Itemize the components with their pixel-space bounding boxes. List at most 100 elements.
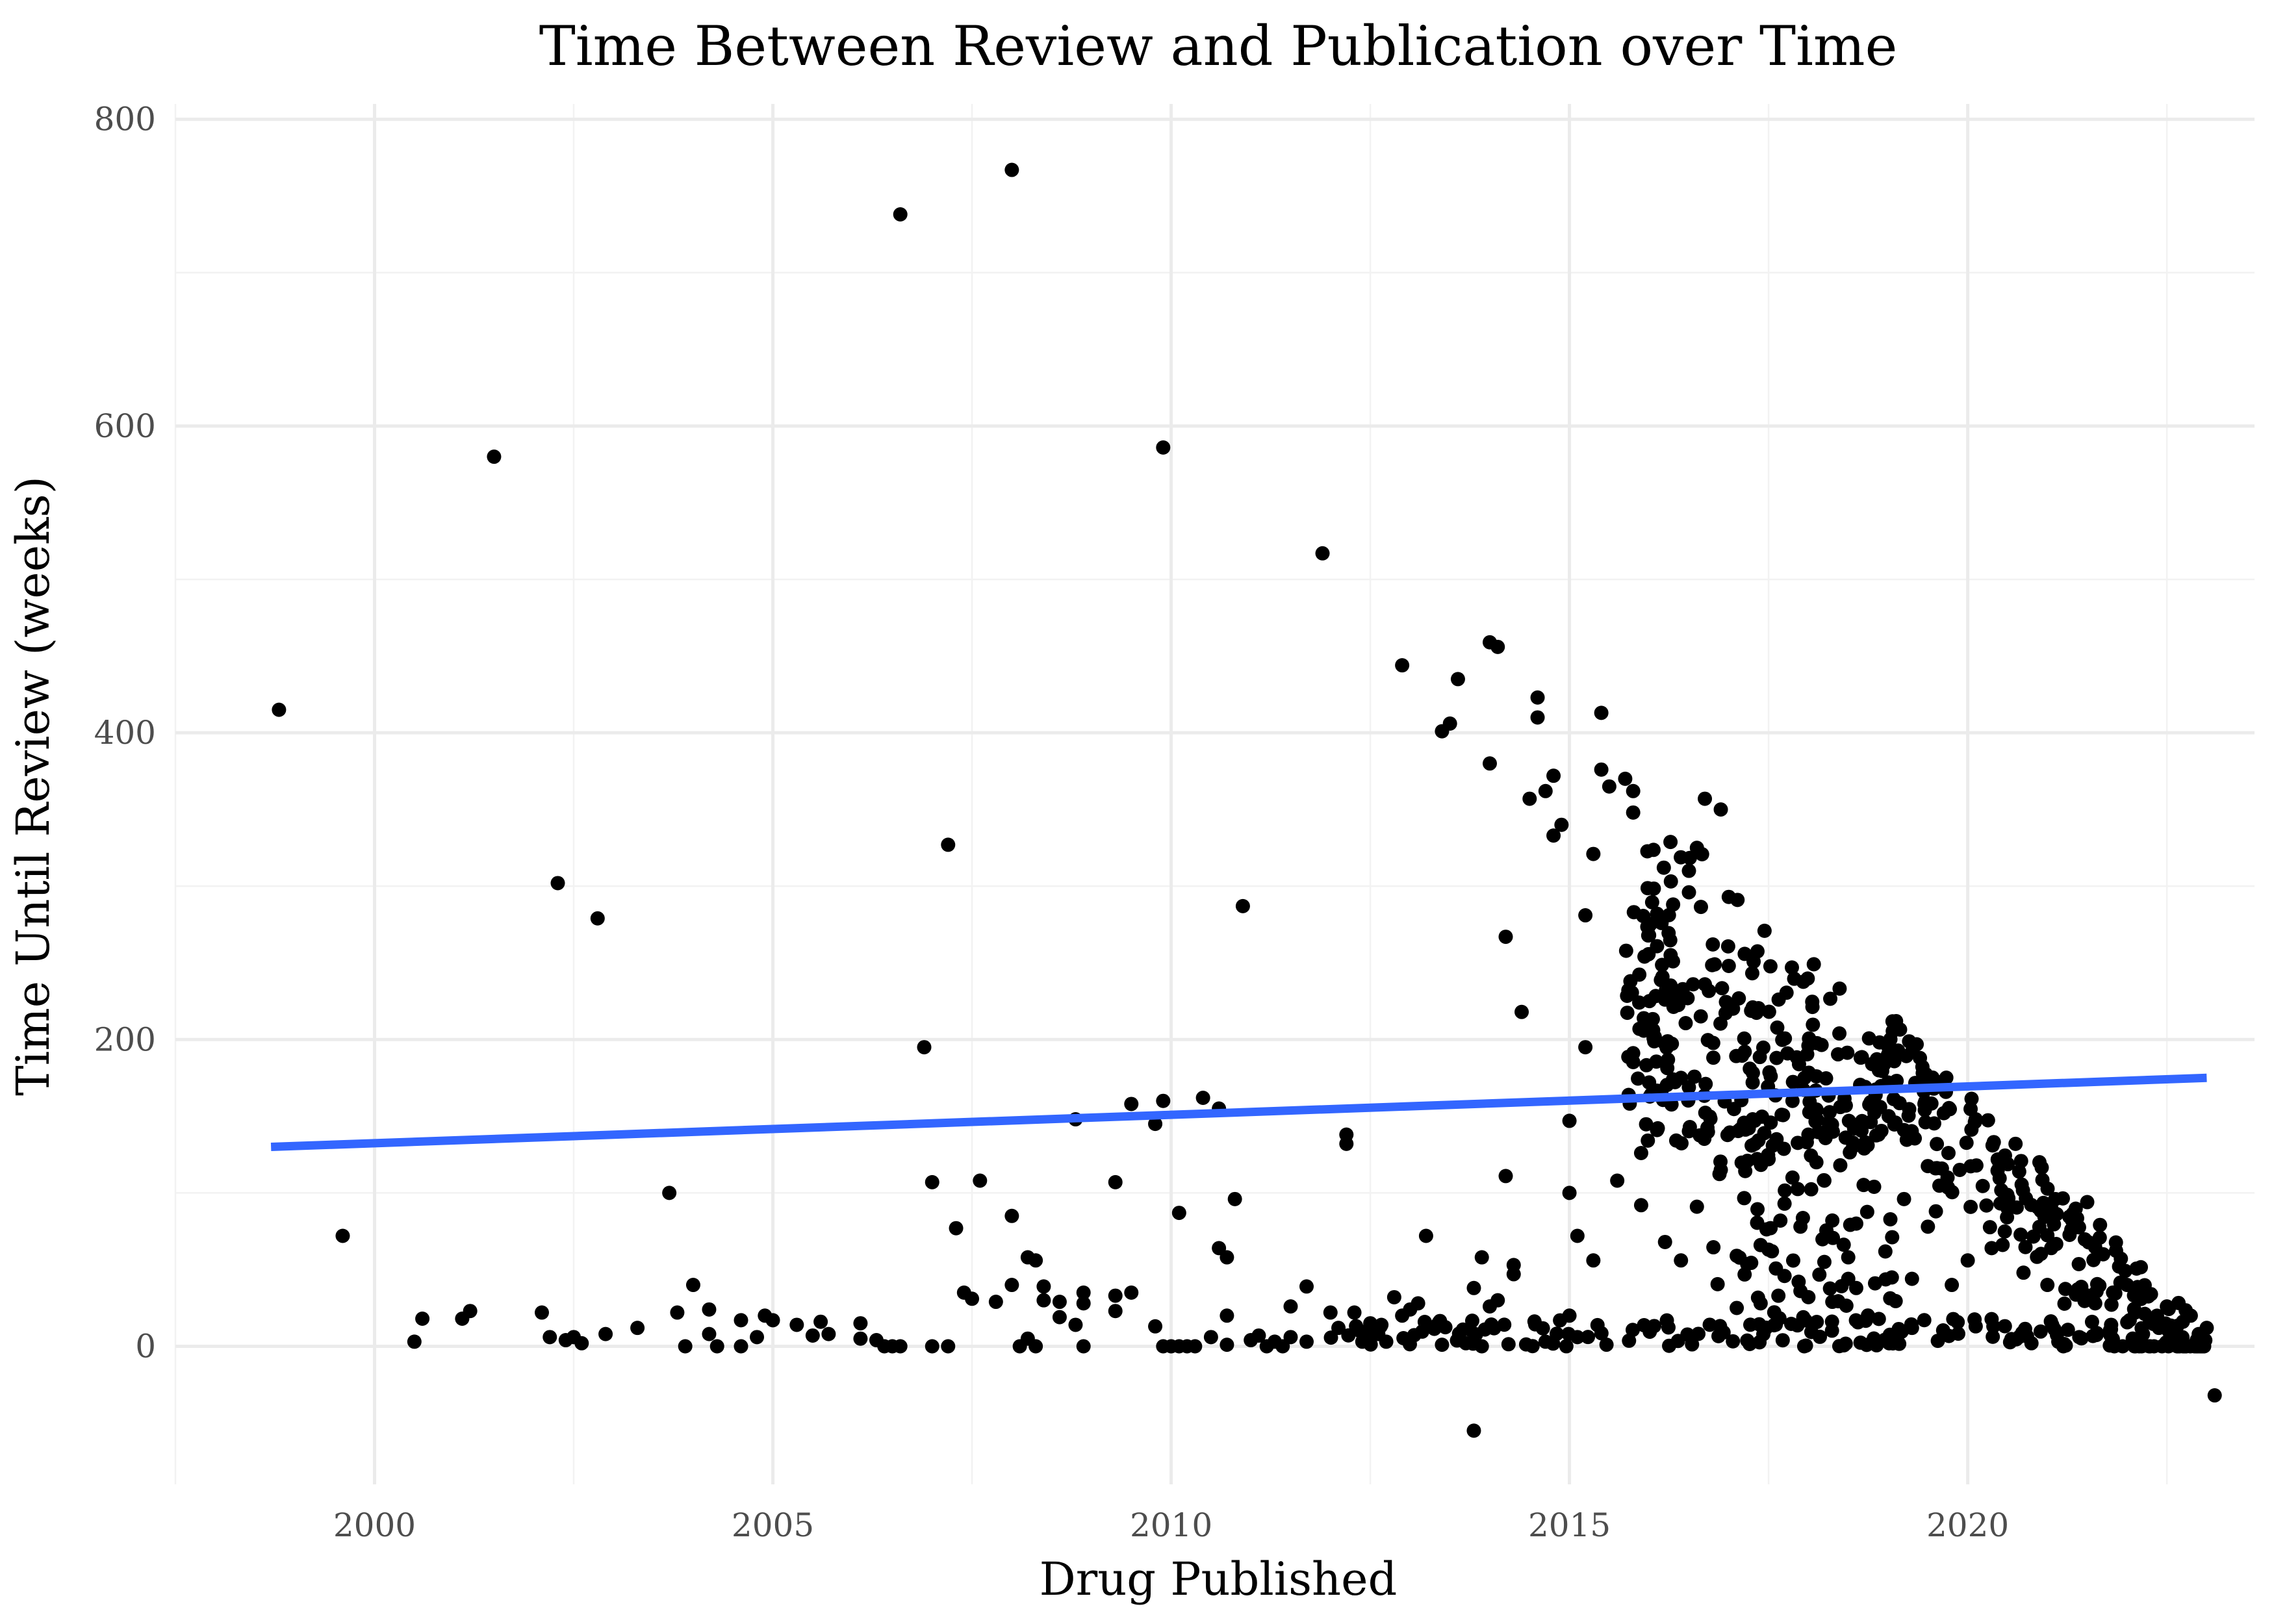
data-point — [1745, 1065, 1760, 1080]
data-point — [1599, 1338, 1614, 1352]
trend-line — [270, 1073, 2207, 1152]
data-point — [2198, 1333, 2213, 1348]
data-point — [1506, 1258, 1521, 1273]
data-point — [1831, 1294, 1846, 1309]
data-point — [1802, 1031, 1817, 1046]
data-point — [1562, 1186, 1577, 1200]
data-point — [1795, 1210, 1810, 1225]
data-point — [2080, 1195, 2095, 1210]
data-point — [1527, 1314, 1542, 1329]
data-point — [2092, 1278, 2107, 1293]
data-point — [1156, 440, 1171, 455]
data-point — [1562, 1113, 1577, 1128]
data-point — [2207, 1388, 2222, 1403]
data-point — [1631, 1071, 1646, 1086]
data-point — [1108, 1174, 1123, 1189]
data-point — [1610, 1173, 1625, 1188]
data-point — [1889, 1073, 1904, 1088]
data-point — [917, 1040, 932, 1055]
data-point — [2062, 1228, 2077, 1243]
data-point — [1761, 1147, 1776, 1162]
data-point — [1982, 1220, 1997, 1235]
data-point — [1804, 1182, 1819, 1197]
data-point — [2000, 1157, 2015, 1172]
data-point — [1744, 1004, 1759, 1019]
data-point — [1636, 909, 1651, 924]
data-point — [1891, 1321, 1906, 1336]
data-point — [1790, 1318, 1805, 1333]
data-point — [1763, 1221, 1778, 1236]
data-point — [1761, 1004, 1776, 1019]
data-point — [1945, 1278, 1960, 1293]
data-point — [1984, 1241, 1999, 1256]
data-point — [670, 1305, 685, 1320]
data-point — [1671, 998, 1686, 1013]
data-point — [1004, 1208, 1019, 1223]
data-point — [1751, 1133, 1766, 1148]
data-point — [1715, 981, 1730, 996]
data-point — [1834, 1278, 1849, 1293]
data-point — [1733, 1122, 1748, 1137]
data-point — [1884, 1270, 1899, 1285]
data-point — [1004, 1278, 1019, 1293]
data-point — [925, 1339, 939, 1354]
data-point — [1841, 1250, 1856, 1265]
data-point — [1746, 954, 1761, 969]
data-point — [1720, 939, 1735, 954]
y-tick-label: 0 — [135, 1328, 156, 1365]
data-point — [2017, 1321, 2032, 1336]
data-point — [1721, 958, 1736, 973]
data-point — [1902, 1034, 1917, 1049]
data-point — [1546, 768, 1561, 783]
data-point — [1650, 939, 1665, 954]
data-point — [1836, 1237, 1851, 1252]
data-point — [1917, 1097, 1932, 1111]
data-point — [2004, 1332, 2019, 1347]
data-point — [2136, 1338, 2151, 1352]
data-point — [2033, 1324, 2048, 1339]
data-point — [750, 1330, 765, 1345]
data-point — [1805, 995, 1820, 1009]
data-point — [1171, 1206, 1186, 1221]
data-point — [2026, 1229, 2041, 1244]
data-point — [1832, 1026, 1847, 1041]
data-point — [1730, 893, 1745, 907]
data-point — [925, 1174, 939, 1189]
data-point — [1706, 937, 1720, 952]
data-point — [1883, 1032, 1898, 1047]
data-point — [1646, 1031, 1661, 1046]
data-point — [734, 1313, 748, 1328]
data-point — [1729, 1048, 1744, 1063]
data-point — [1578, 1040, 1593, 1055]
data-point — [1626, 783, 1641, 798]
data-point — [1769, 1050, 1784, 1065]
data-point — [2000, 1210, 2015, 1224]
data-point — [1559, 1339, 1574, 1354]
data-point — [1800, 971, 1815, 986]
data-point — [1633, 1146, 1648, 1160]
data-point — [1656, 860, 1671, 875]
data-point — [2084, 1314, 2099, 1329]
data-point — [1466, 1280, 1481, 1295]
data-point — [1650, 1121, 1665, 1136]
data-point — [1379, 1334, 1394, 1349]
data-point — [1433, 1313, 1448, 1328]
data-point — [1785, 1074, 1800, 1089]
data-point — [1869, 1052, 1884, 1067]
data-point — [1763, 1069, 1778, 1084]
data-point — [1641, 1133, 1655, 1148]
data-point — [1418, 1228, 1433, 1243]
x-tick-label: 2010 — [1130, 1506, 1212, 1544]
x-tick-label: 2015 — [1528, 1506, 1611, 1544]
data-point — [1386, 1289, 1401, 1304]
data-point — [1315, 546, 1330, 561]
data-point — [1787, 971, 1802, 986]
data-point — [1832, 981, 1847, 996]
data-point — [821, 1326, 836, 1341]
data-point — [1737, 1031, 1752, 1046]
data-point — [1586, 1253, 1601, 1268]
data-point — [2118, 1263, 2133, 1278]
data-point — [685, 1278, 700, 1293]
data-point — [1930, 1137, 1945, 1152]
data-point — [1854, 1050, 1869, 1065]
